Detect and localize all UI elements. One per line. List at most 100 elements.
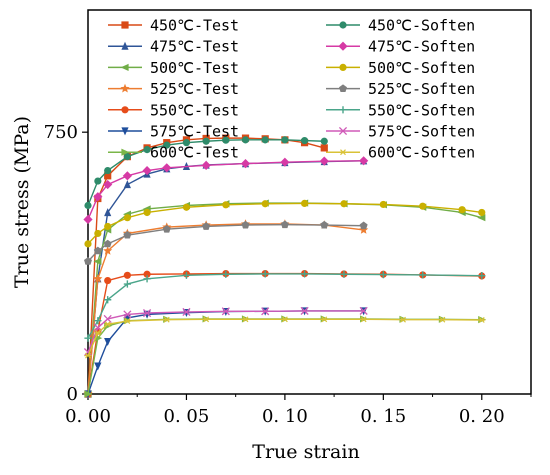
- data-point: [103, 246, 113, 255]
- data-point: [83, 214, 93, 225]
- x-tick-label: 0. 10: [262, 406, 308, 427]
- data-point: [261, 270, 269, 278]
- data-point: [202, 137, 210, 145]
- series-line: [87, 318, 482, 395]
- data-point: [202, 316, 210, 323]
- legend-item: 600℃-Soften: [326, 144, 475, 162]
- data-point: [241, 220, 250, 229]
- legend-item: 450℃-Soften: [326, 17, 475, 35]
- legend-label: 525℃-Soften: [368, 80, 475, 98]
- series-13: [83, 306, 368, 357]
- legend-marker: [121, 106, 129, 114]
- series-layer: [83, 134, 487, 399]
- data-point: [143, 275, 151, 283]
- y-axis-label: True stress (MPa): [11, 116, 33, 288]
- series-line: [87, 273, 482, 339]
- series-3: [83, 199, 486, 398]
- data-point: [162, 225, 171, 233]
- data-point: [123, 180, 131, 189]
- data-point: [163, 141, 171, 149]
- legend-label: 575℃-Soften: [368, 123, 475, 141]
- legend-label: 500℃-Test: [150, 59, 239, 77]
- data-point: [281, 136, 289, 144]
- data-point: [261, 136, 269, 144]
- data-point: [103, 239, 112, 248]
- data-point: [419, 271, 427, 279]
- data-point: [478, 208, 486, 217]
- data-point: [320, 316, 328, 323]
- data-point: [419, 202, 427, 210]
- legend-label: 550℃-Soften: [368, 101, 475, 119]
- data-point: [84, 334, 92, 342]
- legend-label: 600℃-Test: [150, 144, 239, 162]
- data-point: [163, 316, 171, 323]
- legend-item: 550℃-Soften: [326, 101, 475, 119]
- data-point: [241, 316, 250, 323]
- legend-item: 525℃-Test: [108, 80, 239, 98]
- data-point: [104, 276, 112, 285]
- data-point: [281, 316, 289, 323]
- x-axis-label: True strain: [252, 441, 359, 463]
- x-tick-label: 0. 05: [164, 406, 210, 427]
- legend-label: 525℃-Test: [150, 80, 239, 98]
- legend-item: 500℃-Test: [108, 59, 239, 77]
- data-point: [458, 206, 466, 214]
- legend-label: 550℃-Test: [150, 101, 239, 119]
- data-point: [123, 310, 132, 319]
- data-point: [320, 137, 328, 145]
- data-point: [143, 308, 152, 318]
- data-point: [379, 200, 387, 209]
- legend-label: 600℃-Soften: [368, 144, 475, 162]
- legend-item: 475℃-Test: [108, 38, 239, 56]
- legend-marker: [338, 41, 348, 51]
- series-5: [84, 269, 486, 398]
- legend-marker: [120, 63, 129, 71]
- legend-marker: [121, 21, 129, 29]
- data-point: [182, 139, 191, 147]
- series-10: [84, 199, 486, 248]
- data-point: [143, 208, 151, 217]
- data-point: [202, 222, 211, 230]
- data-point: [477, 214, 486, 222]
- data-point: [123, 280, 131, 288]
- data-point: [104, 208, 112, 217]
- data-point: [340, 270, 348, 278]
- data-point: [104, 222, 112, 231]
- data-point: [300, 136, 309, 145]
- data-point: [222, 201, 230, 209]
- legend-marker: [339, 84, 347, 92]
- data-point: [359, 306, 368, 315]
- data-point: [438, 316, 446, 323]
- data-point: [222, 136, 230, 144]
- data-point: [478, 272, 486, 280]
- x-tick-label: 0. 15: [360, 406, 406, 427]
- data-point: [84, 352, 92, 359]
- legend-marker: [121, 127, 129, 136]
- legend-item: 550℃-Test: [108, 101, 239, 119]
- data-point: [93, 274, 103, 283]
- data-point: [478, 317, 486, 323]
- legend: 450℃-Test 475℃-Test 500℃-Test 525℃-Test 550℃…: [108, 17, 475, 162]
- legend-marker: [338, 126, 348, 136]
- legend-marker: [120, 83, 130, 93]
- data-point: [261, 200, 269, 208]
- data-point: [93, 192, 103, 202]
- data-point: [84, 257, 92, 265]
- legend-marker: [339, 21, 347, 29]
- data-point: [94, 229, 102, 238]
- series-11: [84, 220, 368, 265]
- series-9: [83, 156, 369, 225]
- data-point: [280, 157, 290, 167]
- data-point: [94, 362, 102, 371]
- series-line: [87, 318, 482, 356]
- legend-item: 525℃-Soften: [326, 80, 475, 98]
- x-tick-label: 0. 00: [65, 406, 111, 427]
- x-tick-label: 0. 20: [459, 406, 505, 427]
- data-point: [240, 159, 251, 169]
- legend-label: 450℃-Test: [150, 17, 239, 35]
- data-point: [142, 165, 152, 176]
- data-point: [123, 153, 131, 161]
- data-point: [104, 296, 112, 304]
- data-point: [320, 220, 329, 229]
